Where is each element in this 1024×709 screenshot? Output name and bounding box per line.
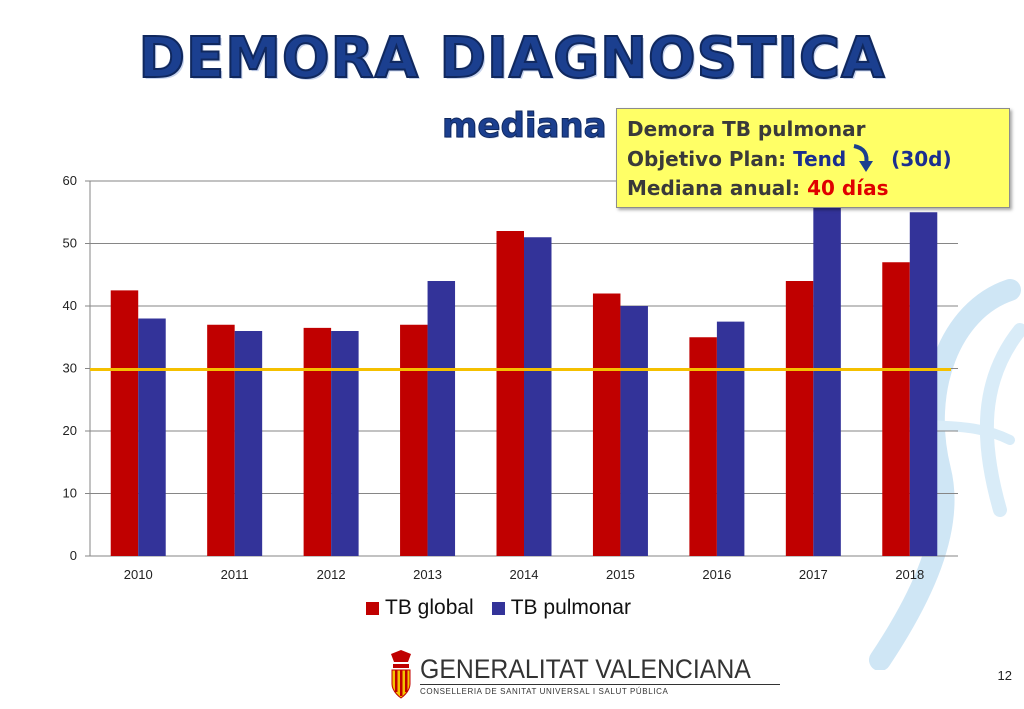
callout-median-value: 40 días: [807, 176, 889, 200]
footer-logo: GENERALITAT VALENCIANA CONSELLERIA DE SA…: [388, 650, 780, 700]
bar-tb-pulmonar: [620, 306, 648, 556]
y-tick-label: 10: [63, 486, 77, 501]
page-number: 12: [997, 668, 1012, 683]
callout-line-3: Mediana anual: 40 días: [627, 174, 1009, 203]
legend-swatch: [491, 601, 505, 615]
logo-subtitle: CONSELLERIA DE SANITAT UNIVERSAL I SALUT…: [420, 684, 780, 696]
bar-tb-global: [303, 327, 332, 556]
bar-tb-pulmonar: [716, 321, 745, 556]
bar-tb-global: [207, 324, 235, 556]
callout-box: Demora TB pulmonar Objetivo Plan: Tend (…: [616, 108, 1010, 208]
bar-tb-pulmonar: [331, 331, 359, 556]
y-tick-label: 50: [63, 236, 77, 251]
bar-tb-global: [689, 337, 717, 556]
callout-objective-value: (30d): [884, 147, 952, 171]
x-tick-label: 2015: [606, 567, 635, 582]
x-tick-label: 2013: [413, 567, 442, 582]
down-arrow-icon: [853, 144, 874, 172]
callout-line-1: Demora TB pulmonar: [627, 117, 866, 141]
slide-title: DEMORA DIAGNOSTICA: [138, 25, 886, 92]
callout-tend: Tend: [793, 147, 847, 171]
chart-legend: TB global TB pulmonar: [366, 596, 649, 620]
callout-objective-label: Objetivo Plan:: [627, 147, 794, 171]
bar-tb-pulmonar: [234, 331, 263, 556]
bar-tb-global: [496, 231, 524, 556]
callout-median-label: Mediana anual:: [627, 176, 808, 200]
bar-tb-pulmonar: [524, 237, 552, 556]
slide-subtitle: mediana: [442, 106, 608, 147]
callout-line-2: Objetivo Plan: Tend (30d): [627, 144, 1009, 174]
x-tick-label: 2014: [510, 567, 539, 582]
chart-bars: [110, 199, 938, 556]
y-tick-label: 0: [70, 548, 77, 563]
x-tick-label: 2011: [221, 567, 249, 582]
y-tick-label: 30: [63, 361, 77, 376]
bar-tb-global: [592, 293, 621, 556]
bar-tb-pulmonar: [909, 212, 938, 556]
x-tick-label: 2010: [124, 567, 153, 582]
x-tick-label: 2016: [702, 567, 731, 582]
x-tick-label: 2012: [317, 567, 346, 582]
y-tick-label: 60: [63, 173, 77, 188]
bar-tb-global: [400, 324, 428, 556]
legend-label: TB global: [385, 596, 474, 619]
bar-tb-pulmonar: [427, 281, 456, 556]
bar-tb-global: [882, 262, 910, 556]
x-tick-label: 2018: [895, 567, 924, 582]
logo-name: GENERALITAT VALENCIANA: [420, 654, 751, 684]
legend-item-tb-global: TB global: [366, 596, 474, 620]
y-axis-ticks: 0 10 20 30 40 50 60: [63, 173, 77, 563]
x-axis-ticks: 2010 2011 2012 2013 2014 2015 2016 2017 2018: [124, 567, 924, 582]
legend-item-tb-pulmonar: TB pulmonar: [491, 596, 631, 620]
bar-tb-pulmonar: [138, 318, 166, 556]
generalitat-crest-icon: [391, 650, 411, 699]
y-tick-label: 20: [63, 423, 77, 438]
x-tick-label: 2017: [799, 567, 828, 582]
legend-label: TB pulmonar: [510, 596, 631, 619]
legend-swatch: [366, 601, 379, 615]
y-tick-label: 40: [63, 298, 77, 313]
bar-tb-global: [785, 281, 814, 556]
bar-tb-pulmonar: [813, 199, 841, 556]
bar-tb-global: [110, 290, 139, 556]
